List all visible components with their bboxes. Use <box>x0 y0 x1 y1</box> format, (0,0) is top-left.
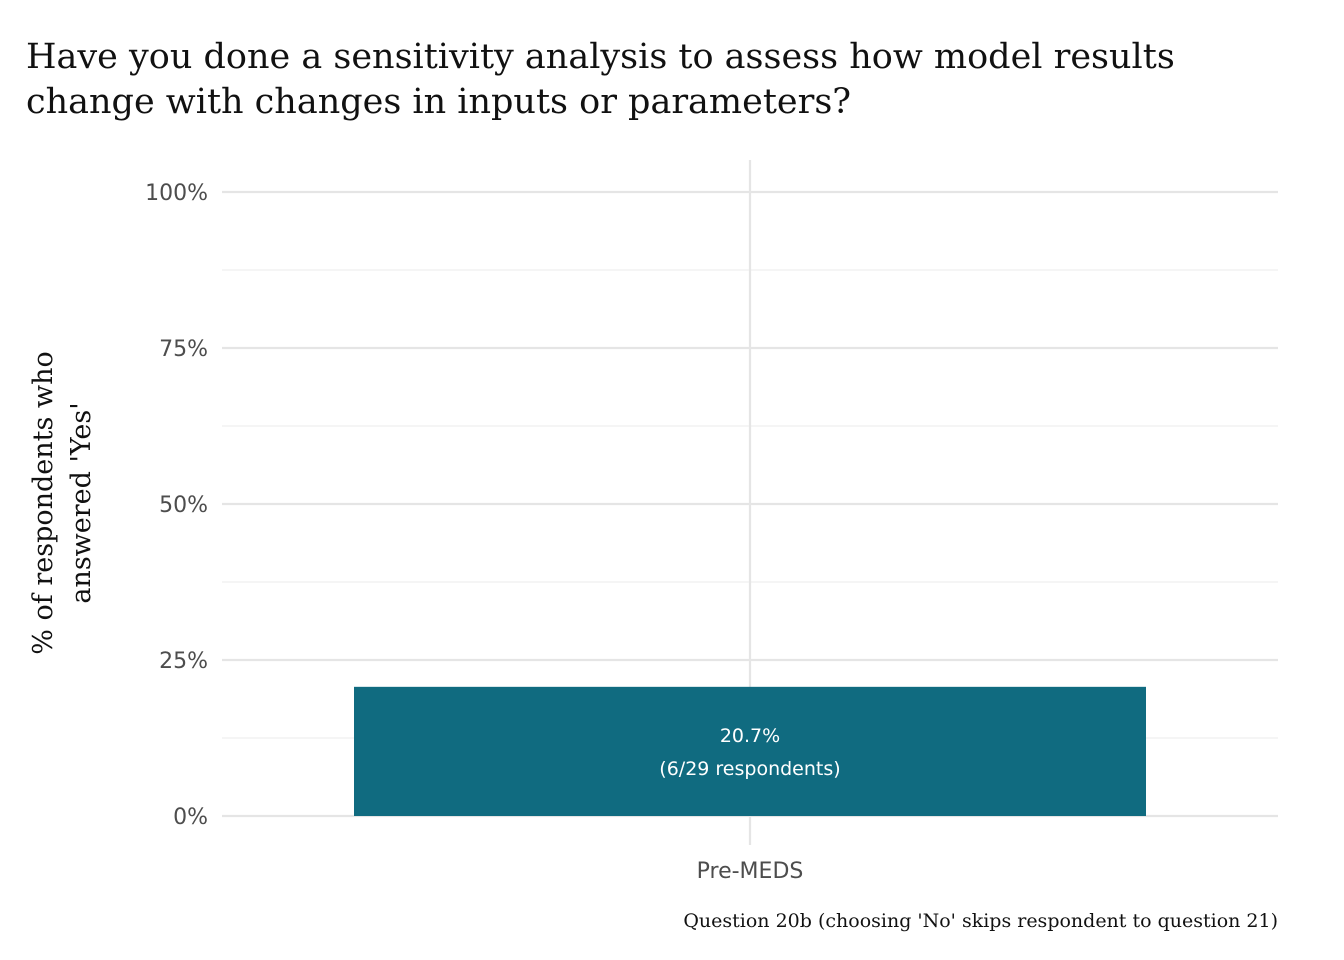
chart-caption: Question 20b (choosing 'No' skips respon… <box>683 910 1278 932</box>
x-tick-label: Pre-MEDS <box>697 859 804 884</box>
y-tick-label: 25% <box>159 649 208 674</box>
chart-title-line-1: Have you done a sensitivity analysis to … <box>26 37 1175 77</box>
y-tick-label: 50% <box>159 493 208 518</box>
bars <box>354 686 1146 816</box>
y-axis-ticks: 0% 25% 50% 75% 100% <box>145 181 208 830</box>
y-tick-label: 100% <box>145 181 208 206</box>
chart-title-line-2: change with changes in inputs or paramet… <box>26 82 851 122</box>
bar-labels: 20.7% (6/29 respondents) <box>659 725 840 780</box>
y-tick-label: 75% <box>159 337 208 362</box>
y-axis-label: % of respondents who answered 'Yes' <box>28 351 97 654</box>
y-tick-label: 0% <box>173 805 208 830</box>
x-axis-ticks: Pre-MEDS <box>697 859 804 884</box>
bar-data-label: 20.7% <box>720 725 780 747</box>
y-axis-label-line-2: answered 'Yes' <box>66 402 97 603</box>
y-axis-label-line-1: % of respondents who <box>28 351 59 654</box>
bar-data-label: (6/29 respondents) <box>659 758 840 780</box>
bar-pre-meds <box>354 686 1146 816</box>
